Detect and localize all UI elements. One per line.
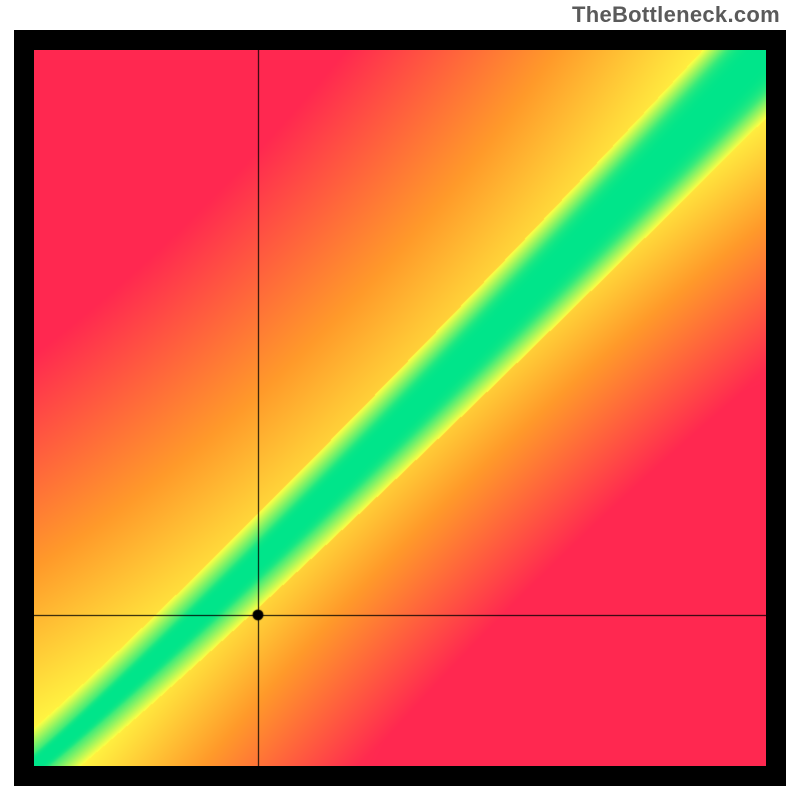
watermark-text: TheBottleneck.com bbox=[572, 2, 780, 28]
plot-area bbox=[34, 50, 766, 766]
plot-border bbox=[14, 30, 786, 786]
heatmap-canvas bbox=[34, 50, 766, 766]
